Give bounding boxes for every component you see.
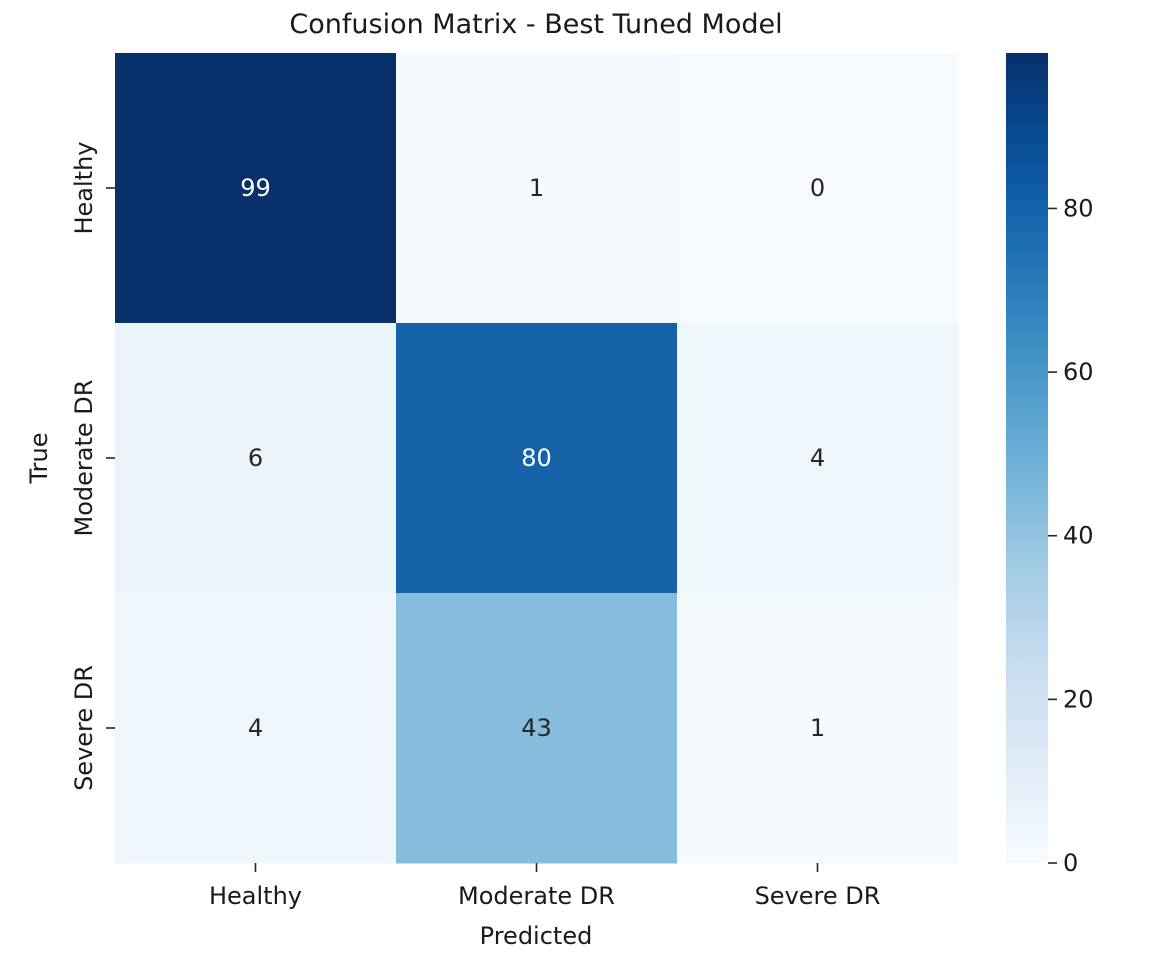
- colorbar-tick-label: 80: [1063, 194, 1094, 222]
- heatmap-cell-r2-c2: [677, 593, 959, 864]
- x-tick-label: Severe DR: [755, 882, 881, 910]
- heatmap-cell-r1-c1: [396, 323, 678, 594]
- colorbar-ticks: 0 20 40 60 80: [1048, 194, 1094, 877]
- y-axis-ticks: Healthy Moderate DR Severe DR: [70, 141, 115, 791]
- y-axis-label: True: [25, 433, 53, 485]
- x-axis-label: Predicted: [480, 922, 593, 950]
- heatmap-cells: [115, 53, 959, 864]
- x-tick-label: Moderate DR: [458, 882, 615, 910]
- heatmap-cell-r2-c0: [115, 593, 397, 864]
- cell-value-label: 80: [521, 444, 552, 472]
- colorbar-tick-label: 20: [1063, 685, 1094, 713]
- cell-value-label: 43: [521, 714, 552, 742]
- cell-value-label: 4: [248, 714, 263, 742]
- x-tick-label: Healthy: [209, 882, 302, 910]
- heatmap-cell-r0-c1: [396, 53, 678, 324]
- cell-value-label: 6: [248, 444, 263, 472]
- chart-title: Confusion Matrix - Best Tuned Model: [289, 9, 782, 40]
- heatmap-cell-r0-c2: [677, 53, 959, 324]
- colorbar: [1006, 53, 1048, 863]
- y-tick-label: Severe DR: [70, 665, 98, 791]
- heatmap-cell-r2-c1: [396, 593, 678, 864]
- cell-value-label: 0: [810, 174, 825, 202]
- y-tick-label: Moderate DR: [70, 380, 98, 537]
- x-axis-ticks: Healthy Moderate DR Severe DR: [209, 863, 880, 910]
- colorbar-tick-label: 40: [1063, 522, 1094, 550]
- cell-value-label: 1: [529, 174, 544, 202]
- heatmap-cell-r1-c2: [677, 323, 959, 594]
- cell-value-label: 1: [810, 714, 825, 742]
- cell-value-label: 4: [810, 444, 825, 472]
- colorbar-tick-label: 60: [1063, 358, 1094, 386]
- heatmap-cell-r0-c0: [115, 53, 397, 324]
- heatmap-cell-r1-c0: [115, 323, 397, 594]
- cell-value-label: 99: [240, 174, 271, 202]
- y-tick-label: Healthy: [70, 141, 98, 234]
- heatmap-cell-labels: 99 1 0 6 80 4 4 43 1: [240, 174, 825, 742]
- colorbar-tick-label: 0: [1063, 849, 1078, 877]
